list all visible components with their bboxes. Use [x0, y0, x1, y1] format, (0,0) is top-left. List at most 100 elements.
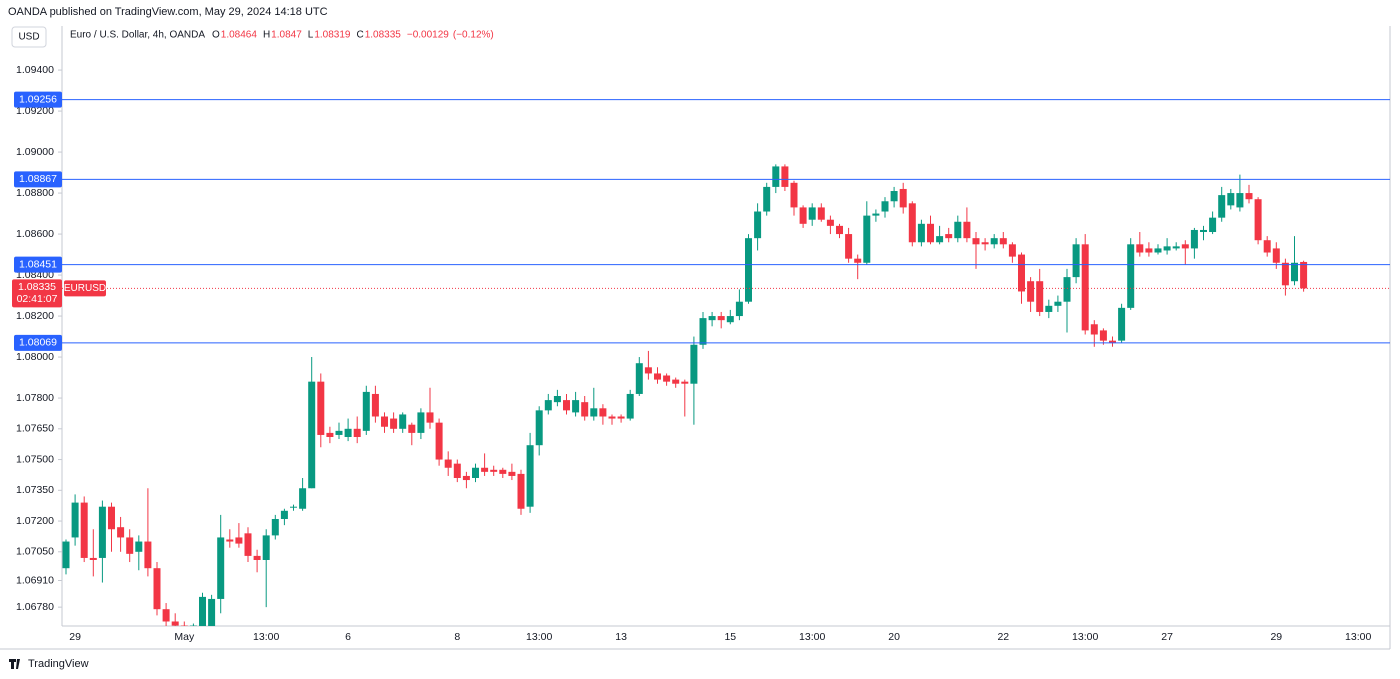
candle-body	[708, 316, 716, 321]
candle-body	[644, 367, 652, 374]
candle-body	[171, 621, 179, 626]
candle-body	[1300, 261, 1308, 289]
candle-body	[608, 416, 616, 419]
currency-box[interactable]	[11, 26, 47, 48]
candle-body	[1063, 277, 1071, 302]
candle-body	[999, 238, 1007, 245]
candle-body	[399, 414, 407, 429]
candle-body	[590, 408, 598, 417]
candle-body	[763, 186, 771, 212]
candle-body	[381, 416, 388, 427]
candle-body	[1036, 281, 1044, 312]
y-tick-label: 1.06780	[16, 601, 54, 613]
candle-body	[899, 188, 907, 208]
candle-body	[344, 428, 352, 438]
y-tick-label: 1.07050	[16, 546, 54, 558]
candle-body	[1127, 244, 1135, 308]
candle-body	[544, 400, 552, 411]
candle-body	[271, 518, 279, 536]
candle-body	[162, 609, 170, 622]
candle-body	[1236, 193, 1244, 208]
x-tick-label: 27	[1161, 631, 1173, 643]
candle-body	[890, 191, 898, 202]
candle-body	[208, 598, 216, 626]
ohlc-key: O	[212, 30, 220, 41]
candle-body	[226, 539, 234, 542]
candle-body	[335, 430, 343, 435]
candle-body	[672, 379, 680, 384]
candle-body	[89, 557, 97, 560]
candle-body	[936, 236, 944, 243]
candle-body	[1109, 340, 1116, 343]
x-tick-label: 29	[1270, 631, 1282, 643]
x-tick-label: 8	[454, 631, 460, 643]
candle-body	[362, 391, 370, 431]
x-tick-label: 13:00	[253, 631, 279, 643]
candle-body	[490, 469, 498, 472]
symbol-line: Euro / U.S. Dollar, 4h, OANDA	[70, 30, 205, 41]
y-tick-label: 1.06910	[16, 574, 54, 586]
candle-body	[71, 502, 79, 538]
candle-body	[1090, 324, 1098, 335]
candle-body	[481, 467, 489, 472]
candle-body	[1072, 244, 1080, 278]
candle-body	[908, 203, 916, 243]
ohlc-value: 1.08319	[314, 30, 351, 41]
level-label-box	[14, 334, 62, 351]
candle-body	[726, 316, 734, 323]
candle-body	[927, 223, 934, 243]
candle-body	[699, 318, 707, 345]
candle-body	[599, 408, 607, 417]
candle-body	[153, 568, 161, 610]
y-tick-label: 1.08200	[16, 310, 54, 322]
y-tick-label: 1.07650	[16, 423, 54, 435]
x-tick-label: 22	[997, 631, 1009, 643]
candle-body	[1018, 254, 1025, 292]
candle-body	[135, 541, 143, 552]
candle-body	[1045, 305, 1053, 312]
candle-body	[826, 219, 834, 226]
candle-body	[244, 533, 252, 556]
ohlc-value: 1.08335	[365, 30, 402, 41]
symbol-tag: EURUSD	[64, 283, 106, 294]
candle-body	[1118, 307, 1126, 341]
candle-body	[317, 381, 325, 435]
candle-body	[1008, 244, 1016, 257]
candle-body	[717, 316, 725, 321]
candle-body	[235, 537, 243, 544]
y-tick-label: 1.07200	[16, 515, 54, 527]
candle-body	[1200, 229, 1207, 233]
x-tick-label: 20	[888, 631, 900, 643]
candle-body	[1054, 301, 1062, 306]
candle-body	[635, 363, 643, 394]
candle-body	[563, 400, 570, 411]
candle-body	[617, 416, 625, 419]
published-line: OANDA published on TradingView.com, May …	[8, 6, 328, 18]
x-tick-label: 15	[724, 631, 736, 643]
candle-body	[754, 211, 762, 239]
candle-body	[308, 381, 316, 489]
countdown: 02:41:07	[17, 293, 58, 305]
candle-body	[1154, 248, 1162, 253]
price-label: 1.08335	[18, 281, 56, 293]
candle-body	[626, 393, 634, 419]
level-label-box	[14, 256, 62, 273]
level-label: 1.08867	[19, 173, 57, 185]
candle-body	[1272, 248, 1280, 263]
candle-body	[508, 471, 516, 476]
x-tick-label: 13:00	[1345, 631, 1371, 643]
ohlc-value: 1.0847	[271, 30, 302, 41]
candle-body	[435, 422, 443, 460]
y-tick-label: 1.08800	[16, 187, 54, 199]
currency: USD	[18, 32, 39, 43]
candle-body	[199, 596, 206, 626]
candle-body	[189, 625, 197, 626]
candle-body	[390, 418, 398, 429]
candle-body	[326, 432, 334, 438]
candles	[62, 164, 1308, 626]
candle-body	[581, 402, 589, 417]
level-label: 1.08069	[19, 337, 57, 349]
candle-body	[954, 221, 962, 239]
candle-body	[408, 424, 416, 433]
candle-body	[790, 182, 798, 208]
